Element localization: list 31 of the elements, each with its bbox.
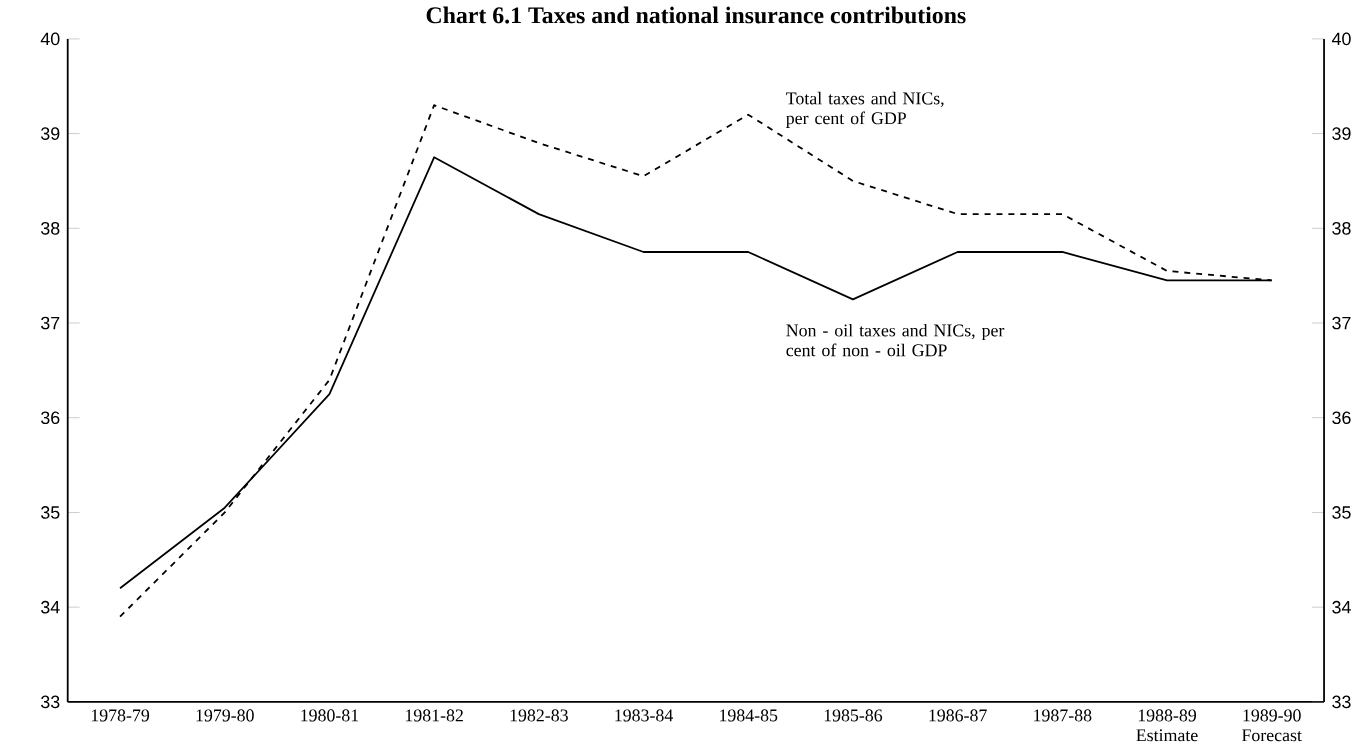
x-tick-label: 1983-84: [615, 709, 673, 722]
y-tick-label: 39: [41, 127, 60, 140]
y2-tick-label: 35: [1332, 506, 1351, 519]
x-tick-label: 1988-89 Estimate: [1136, 709, 1198, 742]
x-tick-label: 1979-80: [196, 709, 254, 722]
y2-tick-label: 39: [1332, 127, 1351, 140]
y-tick-label: 40: [40, 32, 60, 46]
y-tick-label: 34: [41, 600, 60, 614]
x-tick-label: 1980-81: [301, 709, 359, 722]
y2-tick-label: 37: [1332, 316, 1351, 330]
series-label: Total taxes and NICs, per cent of GDP: [786, 91, 944, 128]
text: Non - oil taxes and NICs, per cent of non - oil GDP: [786, 323, 1005, 357]
x-tick-label: 1989-90 Forecast: [1241, 709, 1302, 742]
x-tick-label: 1986-87: [929, 709, 987, 722]
x-tick-label: 1981-82: [405, 709, 463, 722]
y2-tick-label: 38: [1332, 222, 1351, 235]
y2-tick-label: 34: [1332, 600, 1351, 614]
x-tick-label: 1984-85: [720, 709, 778, 722]
y-tick-label: 38: [41, 222, 60, 235]
y2-tick-label: 33: [1332, 695, 1351, 709]
y-tick-label: 35: [41, 506, 60, 519]
y-tick-label: 33: [41, 695, 60, 709]
y2-tick-label: 36: [1332, 411, 1351, 425]
y2-tick-label: 40: [1331, 32, 1351, 46]
x-tick-label: 1985-86: [824, 709, 883, 722]
y-tick-label: 36: [41, 411, 60, 425]
x-tick-label: 1987-88: [1034, 709, 1092, 722]
y-tick-label: 37: [41, 316, 60, 330]
chart-title: Chart 6.1 Taxes and national insurance contributions: [426, 6, 966, 24]
x-tick-label: 1978-79: [91, 709, 150, 722]
x-tick-label: 1982-83: [510, 709, 568, 722]
